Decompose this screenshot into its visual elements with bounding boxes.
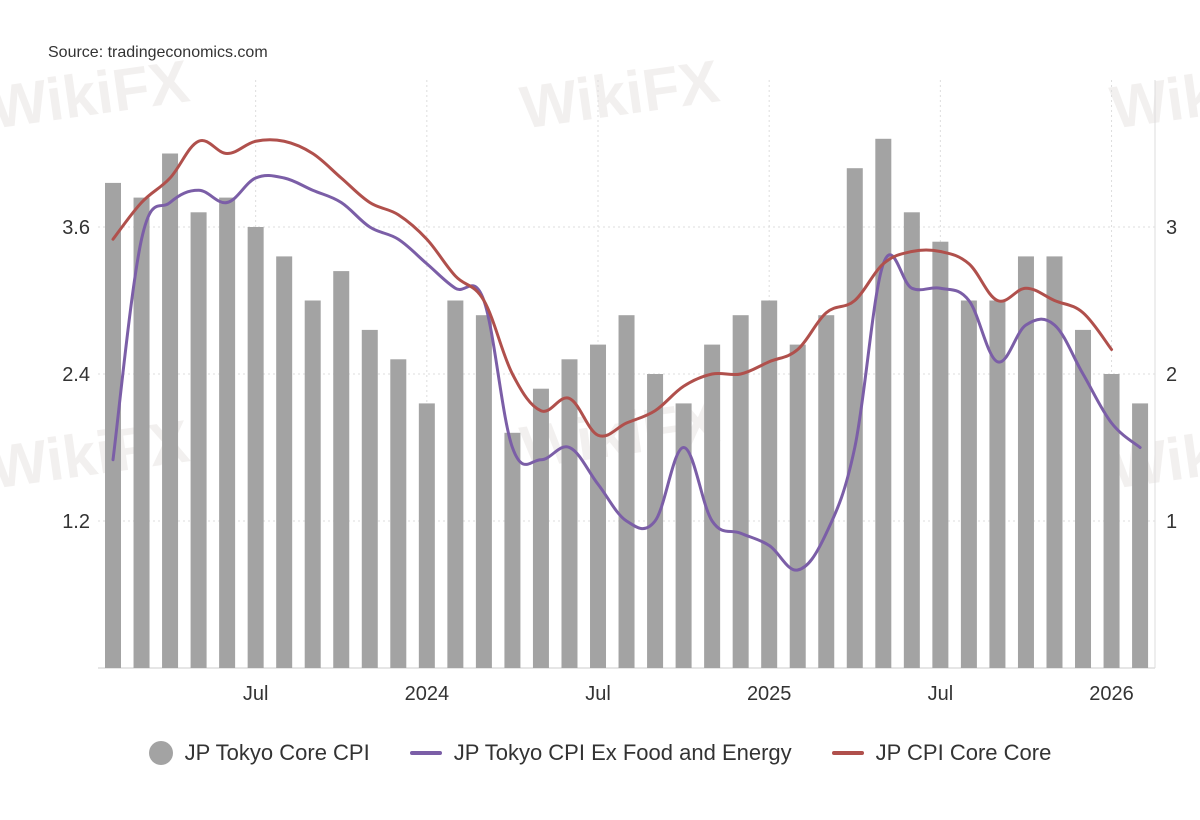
bar bbox=[846, 168, 863, 668]
bar bbox=[133, 197, 150, 668]
source-label: Source: tradingeconomics.com bbox=[48, 44, 268, 61]
bar bbox=[590, 344, 607, 668]
bar bbox=[190, 212, 207, 669]
bar bbox=[105, 182, 121, 668]
bar bbox=[361, 329, 378, 668]
legend-item-tokyo-ex-food-energy[interactable]: JP Tokyo CPI Ex Food and Energy bbox=[409, 740, 792, 766]
legend-item-tokyo-core-cpi[interactable]: JP Tokyo Core CPI bbox=[148, 740, 370, 766]
bar bbox=[561, 359, 578, 668]
x-axis-tick-label: Jul bbox=[928, 683, 954, 705]
x-axis-tick-label: 2024 bbox=[405, 683, 450, 705]
line-tokyo-ex-food-energy bbox=[111, 173, 1142, 572]
x-axis-tick-label: Jul bbox=[243, 683, 269, 705]
bar bbox=[789, 344, 806, 668]
left-axis-tick-label: 3.6 bbox=[62, 217, 90, 239]
x-axis-tick-label: 2025 bbox=[747, 683, 792, 705]
bar bbox=[675, 403, 692, 668]
right-axis-tick-label: 2 bbox=[1166, 364, 1177, 386]
right-axis-tick-label: 3 bbox=[1166, 217, 1177, 239]
bar bbox=[1017, 256, 1034, 668]
bar bbox=[475, 315, 492, 668]
bar-swatch-icon bbox=[148, 741, 173, 765]
bar bbox=[1075, 329, 1092, 668]
legend-item-cpi-core-core[interactable]: JP CPI Core Core bbox=[831, 740, 1052, 766]
bar bbox=[504, 432, 521, 668]
bar bbox=[162, 153, 179, 668]
bar bbox=[333, 271, 350, 668]
bar bbox=[1103, 374, 1120, 668]
bar bbox=[704, 344, 721, 668]
legend-label: JP Tokyo CPI Ex Food and Energy bbox=[453, 740, 792, 765]
x-axis-tick-label: 2026 bbox=[1089, 683, 1134, 705]
bar bbox=[875, 138, 892, 669]
legend-label: JP CPI Core Core bbox=[875, 740, 1052, 765]
bar bbox=[276, 256, 293, 668]
line-swatch-icon bbox=[831, 751, 864, 755]
bar bbox=[532, 388, 549, 668]
bar bbox=[447, 300, 464, 668]
bar bbox=[219, 197, 236, 668]
x-axis-tick-label: Jul bbox=[585, 683, 611, 705]
bar bbox=[989, 300, 1006, 668]
left-axis-tick-label: 2.4 bbox=[62, 364, 90, 386]
bar bbox=[390, 359, 407, 668]
right-axis-tick-label: 1 bbox=[1166, 511, 1177, 533]
bar bbox=[304, 300, 321, 668]
line-swatch-icon bbox=[409, 751, 442, 755]
line-cpi-core-core bbox=[111, 138, 1114, 438]
bar bbox=[1046, 256, 1063, 668]
bar bbox=[818, 315, 835, 668]
bar bbox=[247, 227, 264, 668]
legend-label: JP Tokyo Core CPI bbox=[184, 740, 370, 765]
bar bbox=[960, 300, 977, 668]
bar bbox=[732, 315, 749, 668]
bar bbox=[1132, 403, 1149, 668]
left-axis-tick-label: 1.2 bbox=[62, 511, 90, 533]
bar bbox=[761, 300, 778, 668]
bar bbox=[618, 315, 635, 668]
legend: JP Tokyo Core CPI JP Tokyo CPI Ex Food a… bbox=[0, 740, 1200, 766]
bar bbox=[903, 212, 920, 669]
bar bbox=[418, 403, 435, 668]
bar bbox=[932, 241, 949, 668]
